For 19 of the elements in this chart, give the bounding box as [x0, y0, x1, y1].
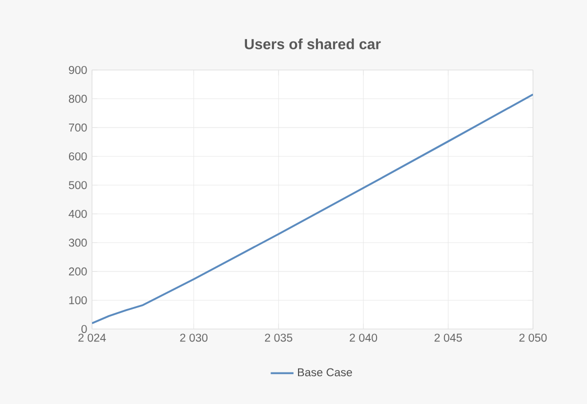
y-tick-label: 800 — [68, 94, 87, 103]
x-tick-label: 2 050 — [519, 334, 547, 342]
y-tick-label: 100 — [69, 296, 87, 304]
y-tick-label: 200 — [68, 267, 87, 276]
legend-label: Base Case — [298, 368, 352, 376]
y-tick-label: 400 — [68, 210, 87, 218]
x-tick-label: 2 024 — [78, 334, 106, 342]
y-tick-label: 0 — [81, 324, 87, 333]
y-tick-label: 500 — [68, 181, 87, 190]
chart-title: Users of shared car — [244, 38, 381, 50]
line-series — [92, 94, 533, 324]
y-tick-label: 900 — [68, 66, 87, 74]
x-tick-label: 2 030 — [180, 334, 208, 342]
y-tick-label: 300 — [68, 238, 87, 247]
x-tick-label: 2 045 — [434, 334, 462, 342]
x-tick-label: 2 035 — [264, 334, 292, 342]
x-tick-label: 2 040 — [350, 334, 378, 342]
y-tick-label: 600 — [68, 152, 87, 160]
y-tick-label: 700 — [68, 124, 87, 132]
